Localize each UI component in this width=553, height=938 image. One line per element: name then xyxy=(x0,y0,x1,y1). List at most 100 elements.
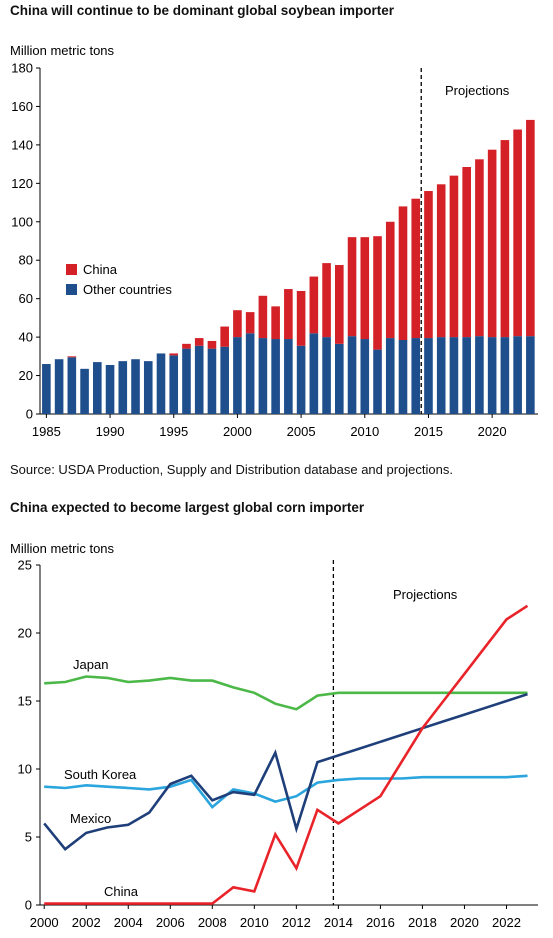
line-south-korea xyxy=(44,774,528,809)
chart2-x-tick-label: 2004 xyxy=(114,915,143,930)
bar-other-countries xyxy=(500,337,510,414)
chart2-x-tick-label: 2012 xyxy=(282,915,311,930)
bar-other-countries xyxy=(284,339,293,414)
bar-other-countries xyxy=(347,336,357,414)
bar-china xyxy=(398,206,408,340)
bar-other-countries xyxy=(398,339,408,414)
chart1-x-tick-label: 1995 xyxy=(159,424,188,439)
bar-china xyxy=(385,221,395,339)
bar-other-countries xyxy=(513,336,522,414)
chart2-projections-label: Projections xyxy=(393,587,458,602)
legend-label-china: China xyxy=(83,262,118,277)
source-note: Source: USDA Production, Supply and Dist… xyxy=(10,462,453,477)
bar-other-countries xyxy=(436,337,446,414)
series-label-japan: Japan xyxy=(73,657,108,672)
bar-other-countries xyxy=(526,336,535,414)
bar-china xyxy=(475,159,484,337)
chart2-ylabel: Million metric tons xyxy=(10,541,115,556)
chart2-x-tick-label: 2016 xyxy=(366,915,395,930)
bar-china xyxy=(220,326,229,347)
bar-china xyxy=(233,310,242,338)
bar-china xyxy=(67,356,77,358)
chart1-y-tick-label: 40 xyxy=(19,330,33,345)
bar-other-countries xyxy=(271,339,280,414)
bar-other-countries xyxy=(105,364,115,414)
chart2-y-tick-label: 0 xyxy=(25,898,32,913)
bar-other-countries xyxy=(411,338,421,414)
bar-other-countries xyxy=(233,337,242,414)
bar-china xyxy=(169,353,179,356)
series-label-china: China xyxy=(104,884,139,899)
chart2-axes: 0 5 10 15 20 25 2000 2002 2004 2006 2008 2010 2012 20… xyxy=(18,558,538,930)
chart1-x-tick-label: 2015 xyxy=(414,424,443,439)
bar-china xyxy=(182,343,191,349)
chart1-title: China will continue to be dominant globa… xyxy=(10,3,395,18)
chart2-lines xyxy=(43,604,529,905)
line-china xyxy=(44,604,529,905)
bar-china xyxy=(526,119,535,337)
chart1-y-tick-label: 80 xyxy=(19,253,33,268)
chart1-x-tick-label: 2020 xyxy=(478,424,507,439)
bar-other-countries xyxy=(194,345,204,414)
bar-other-countries xyxy=(67,357,77,414)
bar-other-countries xyxy=(462,337,471,414)
chart2-y-tick-label: 5 xyxy=(25,830,32,845)
legend-label-other: Other countries xyxy=(83,282,172,297)
bar-china xyxy=(309,276,319,334)
bar-other-countries xyxy=(475,336,484,414)
bar-other-countries xyxy=(309,333,319,414)
chart2-x-tick-label: 2002 xyxy=(72,915,101,930)
bar-other-countries xyxy=(335,343,344,414)
legend-swatch-china xyxy=(66,264,77,275)
chart1-ylabel: Million metric tons xyxy=(10,43,115,58)
bar-other-countries xyxy=(487,337,497,414)
bar-other-countries xyxy=(156,353,166,414)
chart2-title: China expected to become largest global … xyxy=(10,500,365,515)
bar-other-countries xyxy=(360,339,370,414)
bar-china xyxy=(322,263,331,338)
bar-other-countries xyxy=(373,349,382,414)
bar-china xyxy=(487,149,497,338)
chart1-x-tick-label: 2000 xyxy=(223,424,252,439)
chart1-x-tick-label: 2005 xyxy=(287,424,316,439)
chart1-y-tick-label: 180 xyxy=(11,61,33,76)
chart1-y-tick-label: 0 xyxy=(26,407,33,422)
bar-china xyxy=(513,129,522,337)
bar-china xyxy=(347,237,357,337)
bar-other-countries xyxy=(322,337,331,414)
chart1-x-tick-label: 1990 xyxy=(96,424,125,439)
line-mexico xyxy=(43,692,528,852)
series-label-south-korea: South Korea xyxy=(64,767,137,782)
soybean-chart: Million metric tons 0 20 40 60 80 100 120 140 16… xyxy=(10,43,538,439)
legend-swatch-other xyxy=(66,284,77,295)
chart2-x-tick-label: 2022 xyxy=(492,915,521,930)
bar-china xyxy=(245,312,255,334)
chart1-legend: China Other countries xyxy=(66,262,172,297)
line-japan xyxy=(44,675,528,711)
chart1-bars xyxy=(42,119,535,414)
bar-other-countries xyxy=(93,362,102,414)
chart1-y-tick-label: 100 xyxy=(11,214,33,229)
bar-other-countries xyxy=(207,348,217,414)
bar-other-countries xyxy=(169,355,179,414)
chart2-x-tick-label: 2010 xyxy=(240,915,269,930)
bar-other-countries xyxy=(424,338,433,414)
bar-other-countries xyxy=(220,346,229,414)
bar-other-countries xyxy=(449,337,459,414)
bar-china xyxy=(424,191,433,339)
bar-china xyxy=(194,338,204,346)
bar-china xyxy=(373,236,382,350)
bar-china xyxy=(207,340,217,349)
chart1-y-tick-label: 20 xyxy=(19,368,33,383)
chart2-x-tick-label: 2008 xyxy=(198,915,227,930)
chart2-x-tick-label: 2000 xyxy=(30,915,59,930)
chart2-x-tick-label: 2014 xyxy=(324,915,353,930)
bar-china xyxy=(500,140,510,338)
bar-china xyxy=(284,289,293,340)
bar-other-countries xyxy=(42,364,51,414)
chart1-y-tick-label: 160 xyxy=(11,99,33,114)
chart1-projections-label: Projections xyxy=(445,83,510,98)
chart2-x-tick-label: 2006 xyxy=(156,915,185,930)
chart1-x-tick-label: 1985 xyxy=(32,424,61,439)
chart2-y-tick-label: 15 xyxy=(18,694,32,709)
